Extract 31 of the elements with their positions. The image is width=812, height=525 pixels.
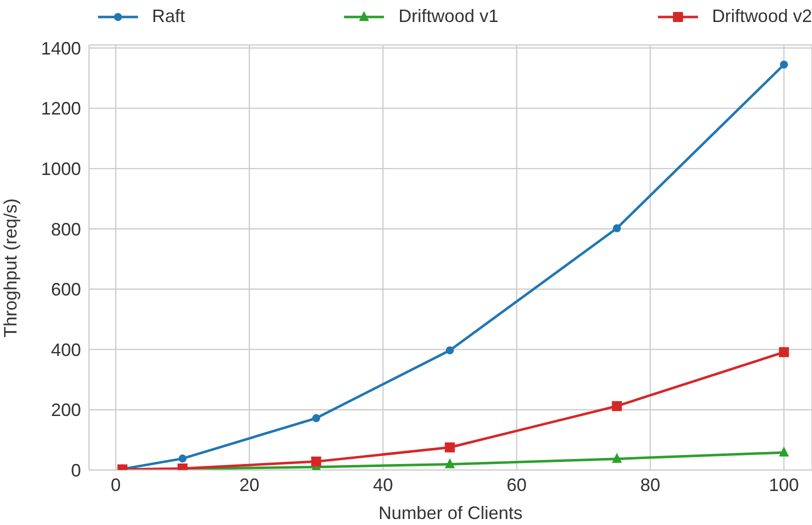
point (780, 60, 788, 69)
point (612, 452, 622, 463)
point (312, 414, 320, 422)
y-tick-label: 800 (50, 219, 81, 240)
y-tick-label: 200 (50, 400, 81, 420)
point (311, 456, 322, 467)
x-tick-label: 0 (110, 474, 121, 495)
point (444, 458, 455, 468)
point (446, 346, 454, 354)
legend-label: Driftwood v1 (398, 6, 498, 27)
point (612, 224, 621, 232)
legend-label: Driftwood v2 (712, 6, 812, 27)
x-tick-label: 60 (506, 474, 527, 495)
y-tick-label: 600 (50, 280, 81, 300)
y-tick-label: 1200 (40, 98, 81, 119)
y-tick-label: 400 (50, 340, 81, 360)
point (178, 454, 187, 463)
point (778, 347, 789, 358)
y-tick-label: 1000 (40, 158, 81, 179)
x-tick-label: 20 (239, 474, 260, 495)
legend-label: Raft (152, 6, 186, 27)
point (778, 446, 789, 457)
x-tick-label: 80 (640, 474, 660, 495)
y-tick-label: 1400 (40, 38, 81, 58)
x-axis-title: Number of Clients (378, 503, 523, 523)
y-axis-title: Throghput (req/s) (0, 198, 20, 338)
y-tick-label: 0 (70, 460, 81, 480)
point (444, 442, 455, 452)
x-tick-label: 40 (372, 474, 394, 495)
x-tick-label: 100 (768, 474, 799, 495)
point (612, 401, 622, 412)
